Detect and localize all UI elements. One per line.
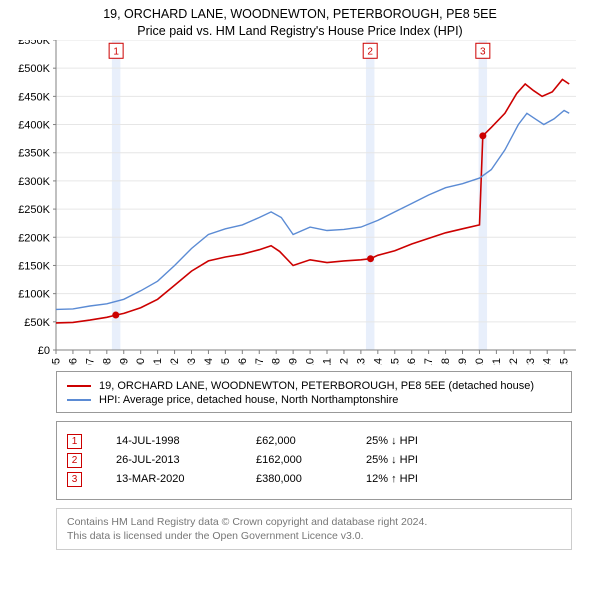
sale-marker: 1 (67, 434, 82, 449)
sale-delta: 25% ↓ HPI (366, 454, 418, 466)
sales-table: 1 14-JUL-1998 £62,000 25% ↓ HPI 2 26-JUL… (56, 421, 572, 500)
legend-item: HPI: Average price, detached house, Nort… (67, 394, 561, 406)
svg-text:2024: 2024 (542, 358, 554, 365)
svg-text:1996: 1996 (67, 358, 79, 365)
chart-area: £0 £50K £100K £150K £200K £250K £300K £350K £400… (0, 40, 600, 365)
chart-title-block: 19, ORCHARD LANE, WOODNEWTON, PETERBOROU… (0, 0, 600, 40)
svg-text:2001: 2001 (152, 358, 164, 365)
svg-text:£550K: £550K (18, 40, 50, 47)
svg-text:1998: 1998 (101, 358, 113, 365)
sale-row: 2 26-JUL-2013 £162,000 25% ↓ HPI (67, 453, 561, 468)
svg-text:2020: 2020 (474, 358, 486, 365)
legend: 19, ORCHARD LANE, WOODNEWTON, PETERBOROU… (56, 371, 572, 413)
svg-text:£50K: £50K (24, 317, 50, 329)
svg-text:2009: 2009 (288, 358, 300, 365)
svg-text:2017: 2017 (423, 358, 435, 365)
sale-price: £62,000 (256, 435, 366, 447)
svg-text:£300K: £300K (18, 176, 50, 188)
line-chart-svg: £0 £50K £100K £150K £200K £250K £300K £350K £400… (0, 40, 600, 365)
svg-text:£500K: £500K (18, 63, 50, 75)
svg-text:2005: 2005 (220, 358, 232, 365)
svg-text:2013: 2013 (355, 358, 367, 365)
svg-text:2018: 2018 (440, 358, 452, 365)
legend-label: 19, ORCHARD LANE, WOODNEWTON, PETERBOROU… (99, 380, 534, 392)
svg-text:2025: 2025 (559, 358, 571, 365)
svg-text:£150K: £150K (18, 260, 50, 272)
sale-delta: 12% ↑ HPI (366, 473, 418, 485)
svg-text:2007: 2007 (254, 358, 266, 365)
sale-marker: 2 (67, 453, 82, 468)
svg-text:£400K: £400K (18, 119, 50, 131)
svg-text:2006: 2006 (237, 358, 249, 365)
sale-delta: 25% ↓ HPI (366, 435, 418, 447)
svg-text:2002: 2002 (169, 358, 181, 365)
sale-marker: 3 (67, 472, 82, 487)
sale-row: 3 13-MAR-2020 £380,000 12% ↑ HPI (67, 472, 561, 487)
svg-text:£0: £0 (38, 345, 50, 357)
svg-text:2015: 2015 (389, 358, 401, 365)
svg-text:£200K: £200K (18, 232, 50, 244)
svg-text:2010: 2010 (305, 358, 317, 365)
legend-swatch (67, 385, 91, 387)
sale-date: 13-MAR-2020 (116, 473, 256, 485)
svg-text:2016: 2016 (406, 358, 418, 365)
sale-date: 26-JUL-2013 (116, 454, 256, 466)
svg-text:2012: 2012 (338, 358, 350, 365)
title-line2: Price paid vs. HM Land Registry's House … (0, 23, 600, 40)
license-line: This data is licensed under the Open Gov… (67, 529, 561, 543)
sale-price: £380,000 (256, 473, 366, 485)
svg-text:£350K: £350K (18, 147, 50, 159)
sale-price: £162,000 (256, 454, 366, 466)
license-notice: Contains HM Land Registry data © Crown c… (56, 508, 572, 550)
sale-row: 1 14-JUL-1998 £62,000 25% ↓ HPI (67, 434, 561, 449)
legend-swatch (67, 399, 91, 401)
svg-text:3: 3 (480, 46, 486, 57)
title-line1: 19, ORCHARD LANE, WOODNEWTON, PETERBOROU… (0, 6, 600, 23)
svg-text:1995: 1995 (51, 358, 63, 365)
legend-item: 19, ORCHARD LANE, WOODNEWTON, PETERBOROU… (67, 380, 561, 392)
svg-text:2022: 2022 (508, 358, 520, 365)
svg-text:£100K: £100K (18, 288, 50, 300)
svg-text:2: 2 (367, 46, 373, 57)
svg-text:2019: 2019 (457, 358, 469, 365)
sale-date: 14-JUL-1998 (116, 435, 256, 447)
legend-label: HPI: Average price, detached house, Nort… (99, 394, 398, 406)
svg-text:2014: 2014 (372, 358, 384, 365)
svg-text:1: 1 (113, 46, 119, 57)
svg-text:2011: 2011 (322, 358, 334, 365)
svg-text:2021: 2021 (491, 358, 503, 365)
svg-text:2004: 2004 (203, 358, 215, 365)
svg-text:1999: 1999 (118, 358, 130, 365)
svg-text:£450K: £450K (18, 91, 50, 103)
svg-text:1997: 1997 (84, 358, 96, 365)
svg-text:£250K: £250K (18, 204, 50, 216)
svg-text:2008: 2008 (271, 358, 283, 365)
license-line: Contains HM Land Registry data © Crown c… (67, 515, 561, 529)
svg-text:2003: 2003 (186, 358, 198, 365)
svg-text:2023: 2023 (525, 358, 537, 365)
svg-text:2000: 2000 (135, 358, 147, 365)
